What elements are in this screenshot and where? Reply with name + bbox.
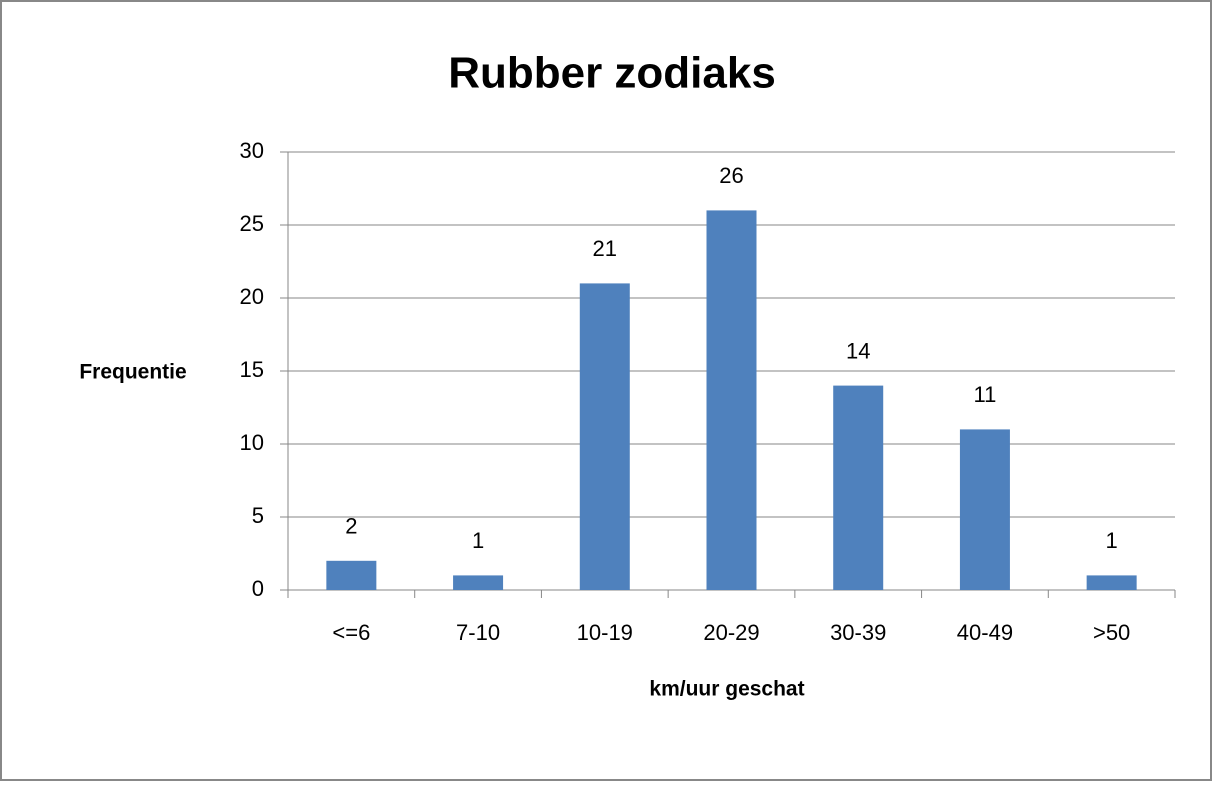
data-label: 2 bbox=[345, 514, 357, 539]
y-tick-label: 25 bbox=[240, 211, 264, 236]
data-label: 26 bbox=[719, 163, 743, 188]
x-tick-label: 20-29 bbox=[703, 620, 759, 645]
data-label: 1 bbox=[1106, 528, 1118, 553]
data-label: 11 bbox=[974, 382, 997, 407]
y-tick-label: 10 bbox=[240, 430, 264, 455]
x-tick-label: 7-10 bbox=[456, 620, 500, 645]
y-axis-label: Frequentie bbox=[79, 361, 186, 384]
x-tick-label: >50 bbox=[1093, 620, 1130, 645]
y-tick-label: 5 bbox=[252, 503, 264, 528]
data-label: 21 bbox=[593, 236, 617, 261]
x-tick-label: 40-49 bbox=[957, 620, 1013, 645]
x-tick-label: <=6 bbox=[332, 620, 370, 645]
bar bbox=[833, 385, 884, 590]
bar bbox=[706, 210, 757, 590]
bar bbox=[453, 575, 504, 590]
data-label: 14 bbox=[846, 338, 870, 363]
bar bbox=[959, 429, 1010, 590]
bar bbox=[1086, 575, 1137, 590]
y-tick-label: 20 bbox=[240, 284, 264, 309]
y-tick-label: 15 bbox=[240, 357, 264, 382]
x-tick-label: 30-39 bbox=[830, 620, 886, 645]
x-tick-label: 10-19 bbox=[577, 620, 633, 645]
y-tick-label: 30 bbox=[240, 138, 264, 163]
bar bbox=[326, 560, 377, 590]
x-axis-label: km/uur geschat bbox=[649, 678, 804, 701]
data-label: 1 bbox=[472, 528, 484, 553]
y-tick-label: 0 bbox=[252, 576, 264, 601]
chart-title: Rubber zodiaks bbox=[448, 49, 776, 98]
bar bbox=[579, 283, 630, 590]
